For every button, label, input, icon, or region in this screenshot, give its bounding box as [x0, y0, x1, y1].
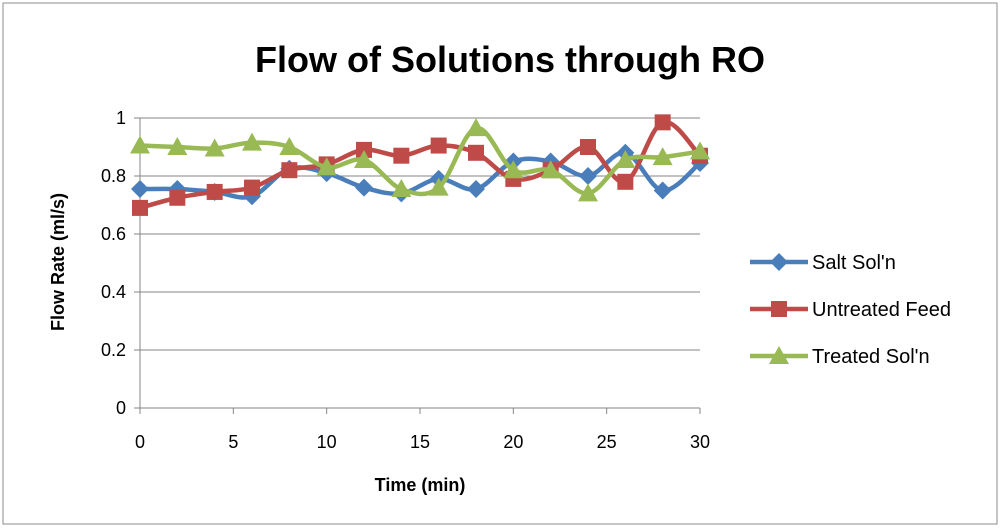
y-tick-label: 0.4 [101, 282, 126, 302]
legend-marker [771, 301, 787, 317]
data-point [690, 141, 710, 160]
chart-title: Flow of Solutions through RO [255, 39, 765, 80]
data-point [242, 132, 262, 151]
data-point [430, 137, 447, 154]
series-2 [130, 118, 710, 202]
data-point [615, 150, 636, 169]
legend-item: Treated Sol'n [750, 346, 930, 368]
legend-label: Treated Sol'n [812, 346, 930, 368]
data-point [654, 114, 671, 131]
data-point [578, 183, 598, 202]
data-point [130, 135, 150, 154]
y-tick-label: 0.6 [101, 224, 126, 244]
data-point [169, 189, 186, 206]
data-point [316, 157, 337, 176]
data-point [617, 173, 634, 190]
data-point [355, 178, 373, 197]
data-point [244, 179, 260, 196]
y-tick-label: 0.8 [101, 166, 126, 186]
chart-border [2, 2, 998, 525]
legend-marker [769, 346, 789, 364]
data-point [206, 183, 223, 200]
x-tick-label: 0 [135, 432, 145, 452]
data-point [356, 141, 372, 158]
legend-label: Salt Sol'n [812, 252, 896, 274]
legend-label: Untreated Feed [812, 299, 951, 321]
data-point [579, 167, 597, 185]
axes: 00.20.40.60.810 5 10 15 20 25 30 [101, 108, 710, 452]
x-tick-label: 5 [228, 432, 238, 452]
x-tick-label: 30 [690, 432, 710, 452]
data-point [468, 144, 484, 161]
data-point [652, 147, 673, 166]
series-line [139, 125, 701, 197]
legend-item: Salt Sol'n [750, 252, 896, 274]
x-axis-label: Time (min) [375, 475, 466, 495]
data-point [428, 177, 449, 196]
legend-item: Untreated Feed [750, 299, 951, 321]
data-point [204, 138, 225, 157]
data-point [167, 137, 188, 155]
data-point [132, 199, 148, 216]
data-point [279, 137, 300, 155]
y-tick-label: 0.2 [101, 340, 126, 360]
y-tick-label: 0 [116, 398, 126, 418]
x-tick-label: 25 [597, 432, 617, 452]
y-axis-label: Flow Rate (ml/s) [48, 193, 68, 331]
legend: Salt Sol'n Untreated Feed Treated Sol'n [750, 252, 951, 368]
data-point [653, 181, 672, 200]
x-tick-label: 10 [317, 432, 337, 452]
data-point [503, 160, 524, 179]
data-point [281, 162, 298, 179]
data-point [391, 179, 412, 198]
data-point [466, 118, 486, 137]
data-point [393, 147, 410, 164]
x-tick-label: 15 [410, 432, 430, 452]
data-point [131, 180, 149, 199]
y-tick-label: 1 [116, 108, 126, 128]
series-layer [130, 114, 710, 216]
data-point [540, 160, 561, 179]
data-point [580, 139, 596, 155]
data-point [354, 150, 374, 169]
legend-marker [770, 253, 788, 271]
x-tick-label: 20 [503, 432, 523, 452]
data-point [467, 180, 485, 199]
